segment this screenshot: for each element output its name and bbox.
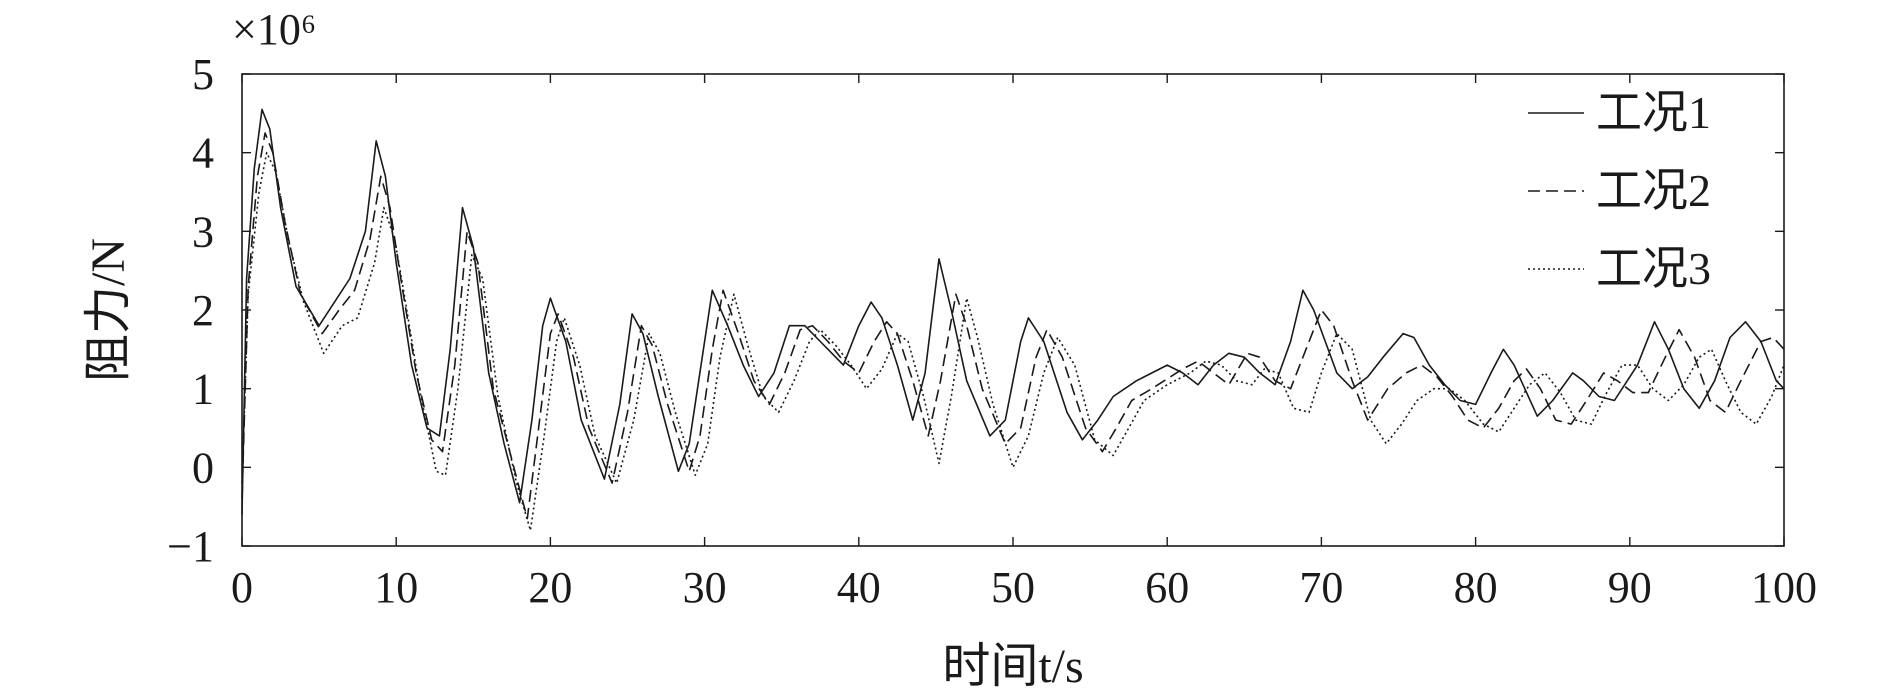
- x-tick-labels: 0 10 20 30 40 50 60 70 80 90 100: [231, 563, 1817, 612]
- x-tick-label: 70: [1299, 563, 1343, 612]
- x-tick-label: 60: [1145, 563, 1189, 612]
- y-axis-title: 阻力/N: [82, 238, 135, 382]
- y-tick-label: −1: [167, 522, 214, 571]
- series-line-2: [241, 132, 1785, 520]
- legend: 工况1 工况2 工况3: [1528, 87, 1711, 294]
- series-layer: [241, 108, 1785, 532]
- x-tick-label: 90: [1608, 563, 1652, 612]
- legend-label-1: 工况1: [1596, 87, 1711, 138]
- series-line-1: [241, 108, 1785, 515]
- y-tick-label: 0: [192, 443, 214, 492]
- legend-label-3: 工况3: [1596, 243, 1711, 294]
- x-tick-label: 30: [683, 563, 727, 612]
- y-tick-label: 3: [192, 207, 214, 256]
- x-tick-label: 0: [231, 563, 253, 612]
- y-tick-label: 5: [192, 50, 214, 99]
- y-tick-labels: −1 0 1 2 3 4 5: [167, 50, 214, 571]
- y-tick-label: 4: [192, 129, 214, 178]
- x-tick-label: 10: [374, 563, 418, 612]
- x-tick-label: 80: [1454, 563, 1498, 612]
- x-tick-label: 20: [528, 563, 572, 612]
- series-line-3: [241, 151, 1785, 532]
- plot-frame: [241, 73, 1785, 547]
- x-tick-label: 100: [1751, 563, 1817, 612]
- y-tick-label: 1: [192, 365, 214, 414]
- x-tick-label: 40: [837, 563, 881, 612]
- x-tick-label: 50: [991, 563, 1035, 612]
- legend-label-2: 工况2: [1596, 165, 1711, 216]
- y-multiplier: ×10⁶: [232, 5, 316, 54]
- x-axis-title: 时间t/s: [942, 640, 1083, 692]
- axis-ticks: [241, 73, 1785, 547]
- y-tick-label: 2: [192, 286, 214, 335]
